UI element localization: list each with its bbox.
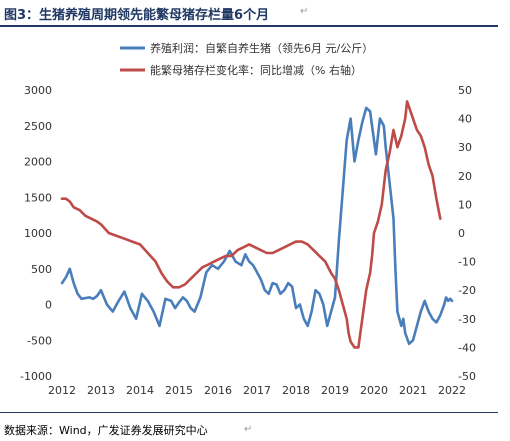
source-note: 数据来源：Wind，广发证券发展研究中心	[4, 424, 208, 437]
x-tick-label: 2018	[282, 384, 310, 397]
y-left-tick-label: 3000	[24, 84, 52, 97]
x-tick-label: 2016	[204, 384, 232, 397]
y-right-tick-label: -50	[458, 370, 476, 383]
y-right-tick-label: 20	[458, 170, 472, 183]
y-left-tick-label: -500	[27, 334, 52, 347]
y-left-tick-label: 2500	[24, 120, 52, 133]
y-left-tick-label: 500	[31, 263, 52, 276]
x-tick-label: 2013	[87, 384, 115, 397]
y-right-tick-label: 10	[458, 198, 472, 211]
chart-svg: 养殖利润：自繁自养生猪（领先6月 元/公斤） 能繁母猪存栏变化率：同比增减（% …	[20, 41, 476, 397]
title-rule	[0, 25, 498, 27]
title-paragraph-mark: ↵	[300, 6, 309, 17]
source-paragraph-mark: ↵	[244, 424, 253, 435]
plot-area	[60, 100, 454, 349]
figure-header: 图3：生猪养殖周期领先能繁母猪存栏量6个月 ↵	[0, 0, 510, 27]
x-tick-label: 2012	[48, 384, 76, 397]
x-tick-label: 2015	[165, 384, 193, 397]
x-tick-label: 2020	[360, 384, 388, 397]
legend: 养殖利润：自繁自养生猪（领先6月 元/公斤） 能繁母猪存栏变化率：同比增减（% …	[120, 41, 373, 77]
y-right-tick-label: -30	[458, 313, 476, 326]
y-right-tick-label: 40	[458, 113, 472, 126]
y-right-tick-label: -40	[458, 341, 476, 354]
y-left-tick-label: 2000	[24, 156, 52, 169]
y-right-tick-label: 0	[458, 227, 465, 240]
x-tick-label: 2022	[438, 384, 466, 397]
y-right-tick-label: -10	[458, 256, 476, 269]
series-line-2	[60, 100, 442, 349]
series-line-1	[60, 106, 454, 346]
y-right-tick-label: -20	[458, 284, 476, 297]
source-rule	[0, 412, 498, 413]
y-left-tick-label: -1000	[20, 370, 52, 383]
y-left-tick-label: 0	[45, 299, 52, 312]
y-right-tick-label: 50	[458, 84, 472, 97]
chart-container: 养殖利润：自繁自养生猪（领先6月 元/公斤） 能繁母猪存栏变化率：同比增减（% …	[0, 30, 510, 410]
figure-title: 图3：生猪养殖周期领先能繁母猪存栏量6个月	[4, 8, 270, 23]
x-tick-label: 2014	[126, 384, 154, 397]
figure-footer: 数据来源：Wind，广发证券发展研究中心 ↵	[0, 410, 510, 441]
y-left-tick-label: 1500	[24, 191, 52, 204]
x-tick-label: 2021	[399, 384, 427, 397]
legend-label-series2: 能繁母猪存栏变化率：同比增减（% 右轴）	[150, 63, 362, 77]
axes: 300025002000150010005000-500-10005040302…	[20, 84, 476, 397]
y-left-tick-label: 1000	[24, 227, 52, 240]
x-tick-label: 2017	[243, 384, 271, 397]
x-tick-label: 2019	[321, 384, 349, 397]
legend-label-series1: 养殖利润：自繁自养生猪（领先6月 元/公斤）	[150, 41, 373, 55]
y-right-tick-label: 30	[458, 141, 472, 154]
